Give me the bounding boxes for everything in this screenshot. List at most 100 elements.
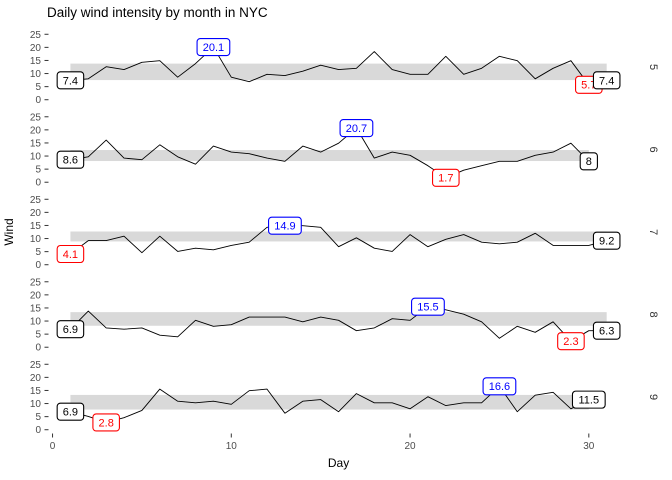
wind-line [70,46,607,86]
reference-band [70,312,607,326]
y-tick-label: 15 [30,56,42,67]
y-tick-label: 5 [35,247,41,258]
y-tick-label: 0 [35,425,41,436]
value-label-text: 9.2 [599,236,614,248]
value-label-text: 6.9 [63,324,78,336]
y-tick-label: 10 [30,399,42,410]
facet-panel-month-9: 0 5 10 15 20 25 6.9 2.8 16.6 11.5 9 [30,360,659,436]
value-label-text: 16.6 [489,381,510,393]
y-tick-label: 20 [30,125,42,136]
value-label-min: 2.3 [557,332,585,351]
facet-strip-label: 5 [647,64,659,70]
value-label-box [56,244,85,264]
y-tick-label: 10 [30,317,42,328]
value-label-text: 20.7 [346,123,367,135]
y-tick-label: 25 [30,30,42,41]
wind-line [70,306,607,342]
value-label-text: 4.1 [63,249,78,261]
reference-band [70,394,589,410]
y-tick-label: 5 [35,330,41,341]
facet-panel-month-8: 0 5 10 15 20 25 6.9 2.3 15.5 6.3 8 [30,277,659,353]
value-label-min: 2.8 [92,413,120,432]
y-tick-label: 5 [35,165,41,176]
value-label-box [482,377,517,396]
value-label-text: 8 [586,156,592,168]
value-label-last: 6.3 [592,321,621,340]
y-tick-label: 25 [30,277,42,288]
value-label-text: 15.5 [417,302,438,314]
value-label-box [56,150,85,169]
y-tick-label: 15 [30,221,42,232]
reference-band [70,63,607,81]
facet-panel-month-7: 0 5 10 15 20 25 4.1 14.9 9.2 7 [30,195,659,271]
y-tick-label: 25 [30,112,42,123]
facet-panel-month-6: 0 5 10 15 20 25 8.6 1.7 20.7 8 6 [30,112,659,188]
value-label-box [571,390,606,409]
chart-title: Daily wind intensity by month in NYC [47,5,268,20]
value-label-text: 11.5 [579,395,600,407]
facet-strip-label: 9 [647,394,659,400]
y-tick-label: 0 [35,178,41,189]
x-axis-title: Day [328,456,349,470]
value-label-box [339,118,374,138]
y-tick-label: 15 [30,138,42,149]
value-label-first: 6.9 [56,320,85,339]
y-tick-label: 15 [30,303,42,314]
y-tick-label: 5 [35,412,41,423]
facet-strip-label: 6 [647,146,659,152]
value-label-first: 6.9 [56,402,85,421]
reference-band [70,150,589,162]
value-label-box [268,216,302,235]
value-label-box [56,402,85,421]
y-tick-label: 5 [35,82,41,93]
y-tick-label: 25 [30,360,42,371]
value-label-text: 20.1 [203,42,224,54]
value-label-box [557,332,585,351]
value-label-text: 7.4 [63,75,78,87]
value-label-text: 8.6 [63,155,78,167]
value-label-box [592,71,621,90]
y-tick-label: 10 [30,69,42,80]
x-tick-label: 20 [404,441,416,452]
value-label-first: 8.6 [56,150,85,169]
y-tick-label: 25 [30,195,42,206]
value-label-last: 7.4 [592,71,621,90]
value-label-max: 15.5 [411,297,445,316]
value-label-max: 16.6 [482,377,517,396]
value-label-box [56,320,85,339]
y-tick-label: 10 [30,152,42,163]
value-label-last: 8 [579,152,598,171]
value-label-max: 20.7 [339,118,374,138]
value-label-text: 14.9 [274,221,295,233]
value-label-box [411,297,445,316]
wind-line [70,127,590,179]
value-label-text: 6.9 [63,407,78,419]
value-label-max: 20.1 [196,38,231,57]
x-tick-label: 10 [226,441,238,452]
value-label-box [92,413,120,432]
y-tick-label: 0 [35,343,41,354]
y-tick-label: 20 [30,208,42,219]
y-tick-label: 10 [30,234,42,245]
y-tick-label: 0 [35,95,41,106]
y-axis-title: Wind [2,218,16,245]
value-label-text: 2.8 [99,417,114,429]
value-label-last: 9.2 [592,231,621,250]
value-label-text: 2.3 [563,336,578,348]
value-label-box [56,71,85,90]
y-tick-label: 0 [35,260,41,271]
value-label-text: 5.7 [581,80,596,92]
value-label-last: 11.5 [571,390,606,409]
value-label-min: 4.1 [56,244,85,264]
value-label-text: 6.3 [599,326,614,338]
value-label-max: 14.9 [268,216,302,235]
value-label-text: 1.7 [438,173,453,185]
y-tick-label: 20 [30,43,42,54]
facet-strip-label: 7 [647,229,659,235]
value-label-box [592,321,621,340]
reference-band [70,231,607,242]
x-tick-label: 0 [50,441,56,452]
y-tick-label: 20 [30,373,42,384]
value-label-box [579,152,598,171]
